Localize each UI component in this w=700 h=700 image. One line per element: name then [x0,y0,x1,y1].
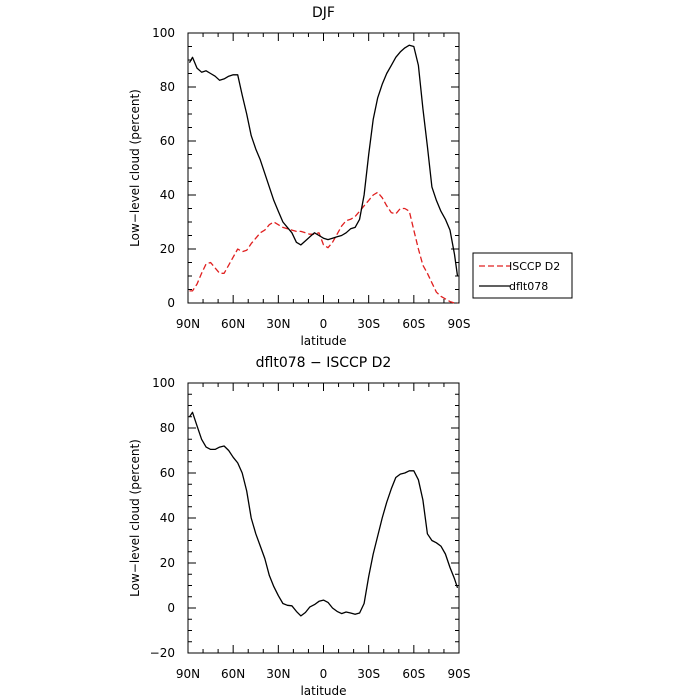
x-tick-label: 60N [221,317,245,331]
x-tick-label: 90N [176,317,200,331]
x-tick-label: 0 [320,317,328,331]
y-tick-label: −20 [150,646,175,660]
y-tick-label: 60 [160,466,175,480]
x-tick-label: 30N [266,317,290,331]
y-tick-label: 20 [160,242,175,256]
legend-label: dflt078 [509,280,548,293]
y-tick-label: 20 [160,556,175,570]
x-tick-label: 30N [266,667,290,681]
y-tick-label: 0 [167,296,175,310]
x-axis-label: latitude [300,334,346,348]
y-tick-label: 100 [152,26,175,40]
chart-title: dflt078 − ISCCP D2 [256,355,392,371]
x-tick-label: 60S [402,317,425,331]
y-tick-label: 100 [152,376,175,390]
y-axis-label: Low−level cloud (percent) [128,439,142,597]
x-tick-label: 90N [176,667,200,681]
y-tick-label: 80 [160,421,175,435]
y-tick-label: 40 [160,188,175,202]
x-tick-label: 60S [402,667,425,681]
y-tick-label: 60 [160,134,175,148]
x-tick-label: 60N [221,667,245,681]
x-tick-label: 0 [320,667,328,681]
series-line-dflt078 [188,44,459,277]
y-tick-label: 80 [160,80,175,94]
legend-label: ISCCP D2 [509,260,560,273]
series-line-isccp-d2 [189,191,458,304]
y-axis-label: Low−level cloud (percent) [128,89,142,247]
x-tick-label: 90S [448,317,471,331]
x-tick-label: 30S [357,667,380,681]
chart-difference: dflt078 − ISCCP D2 −20 0 20 40 60 80 100 90N 60N 3… [128,355,470,698]
x-tick-label: 90S [448,667,471,681]
chart-title: DJF [312,5,335,21]
legend-box [472,252,573,299]
y-tick-label: 0 [167,601,175,615]
plot-frame [187,382,460,654]
x-axis-label: latitude [300,684,346,698]
y-tick-label: 40 [160,511,175,525]
series-line-difference [188,411,459,617]
chart-djf: DJF 0 20 40 60 80 100 90N 60N 30N 0 30S 60S 90S latitu… [128,5,573,348]
plot-frame [187,32,460,304]
x-tick-label: 30S [357,317,380,331]
